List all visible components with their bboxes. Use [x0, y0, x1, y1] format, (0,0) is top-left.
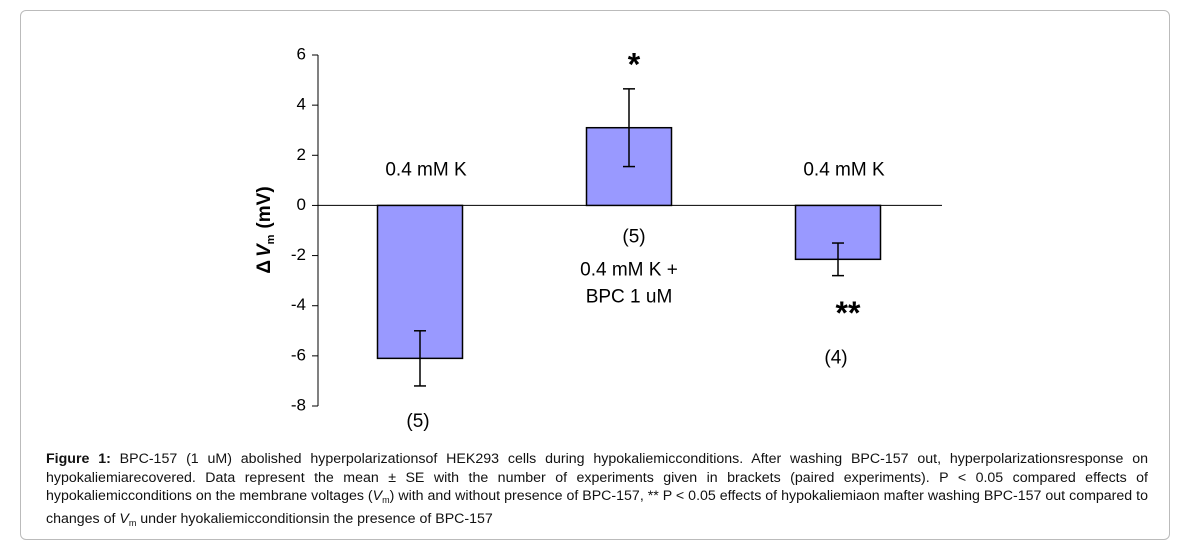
significance: *	[628, 46, 641, 82]
y-tick-label: 0	[297, 195, 306, 214]
caption-var: V	[119, 510, 129, 527]
y-tick-label: -2	[291, 245, 306, 264]
caption-text: ) with and without presence of BPC-157, …	[46, 488, 1148, 527]
y-label-sub: m	[265, 234, 277, 244]
y-tick-label: 4	[297, 95, 306, 114]
significance: **	[836, 295, 861, 331]
chart: ΔVm (mV) -8 -6 -4 -2 0 2 4 6 0.4 mM K (5) * (5) 0.4 m…	[254, 44, 942, 432]
n-label: (4)	[824, 348, 847, 369]
caption-text: BPC-157 (1 uM) abolished hyperpolarizati…	[46, 451, 1148, 505]
figure-frame	[20, 10, 1170, 540]
y-label-symbol: Δ	[254, 260, 275, 274]
n-label: (5)	[622, 226, 645, 247]
category-label: 0.4 mM K	[803, 159, 885, 180]
y-tick-label: -4	[291, 295, 306, 314]
caption-text: under hyokaliemicconditionsin the presen…	[136, 510, 493, 527]
caption-sub: m	[382, 495, 390, 506]
category-label: 0.4 mM K +	[580, 259, 678, 280]
category-label: BPC 1 uM	[586, 286, 673, 307]
caption-var: V	[372, 488, 383, 505]
y-axis-label: ΔVm (mV)	[254, 186, 277, 273]
n-label: (5)	[406, 411, 429, 432]
y-label-var: V	[254, 243, 275, 257]
y-label-unit: (mV)	[254, 186, 275, 228]
category-label: 0.4 mM K	[385, 159, 467, 180]
y-tick-label: 6	[297, 44, 306, 63]
y-tick-label: -6	[291, 345, 306, 364]
y-tick-label: 2	[297, 145, 306, 164]
caption-sub: m	[128, 517, 137, 528]
caption: Figure 1: BPC-157 (1 uM) abolished hyper…	[46, 450, 1148, 532]
y-tick-label: -8	[291, 395, 306, 414]
caption-label: Figure 1:	[46, 451, 111, 467]
